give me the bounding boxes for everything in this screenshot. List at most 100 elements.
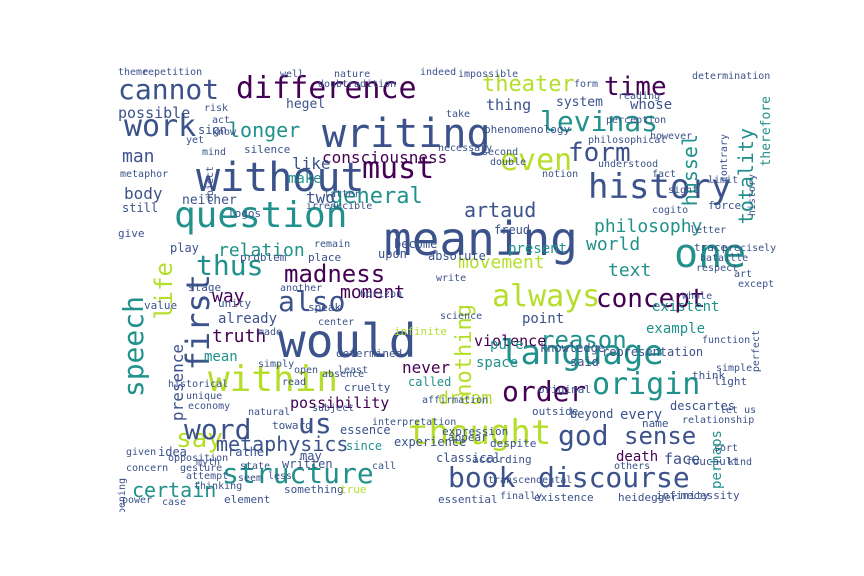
cloud-word: called	[408, 375, 452, 389]
cloud-word: precisely	[722, 243, 777, 254]
cloud-word: speak	[308, 301, 342, 314]
cloud-word: movement	[458, 252, 545, 273]
cloud-word: relation	[218, 240, 305, 261]
cloud-word: attempt	[186, 471, 229, 482]
cloud-word: transcendental	[488, 475, 573, 486]
cloud-word: sight	[668, 185, 699, 196]
cloud-word: let us	[720, 405, 757, 416]
cloud-word: simple	[716, 363, 753, 374]
cloud-word: possible	[118, 104, 191, 122]
cloud-word: freud	[494, 223, 531, 237]
cloud-word: already	[218, 311, 278, 327]
cloud-word: simply	[258, 359, 295, 370]
cloud-word: idea	[158, 445, 187, 459]
cloud-word: work	[124, 109, 197, 144]
cloud-word: experience	[394, 435, 467, 449]
cloud-word: cruelty	[344, 381, 391, 394]
cloud-word: even	[500, 143, 573, 178]
cloud-word: silence	[244, 143, 291, 156]
cloud-word: horizon	[360, 289, 403, 300]
cloud-word: book	[448, 461, 516, 494]
cloud-word: logos	[228, 207, 262, 220]
cloud-word: within	[208, 359, 339, 400]
cloud-word: another	[280, 283, 323, 294]
cloud-word: outside	[532, 405, 579, 418]
cloud-word: infinity	[656, 489, 709, 502]
cloud-word: example	[646, 321, 706, 337]
cloud-word: mean	[204, 349, 238, 365]
cloud-word: letter	[690, 225, 727, 236]
cloud-word: place	[308, 251, 342, 264]
cloud-word: dream	[438, 388, 493, 409]
cloud-word: thinking	[194, 481, 243, 492]
cloud-word: written	[282, 457, 333, 471]
cloud-word: respect	[696, 263, 739, 274]
cloud-word: original	[538, 383, 591, 396]
cloud-word: double	[490, 157, 527, 168]
cloud-word: like	[292, 154, 331, 173]
cloud-word: history	[588, 167, 732, 207]
cloud-word: since	[346, 439, 383, 453]
cloud-word: knowledge	[540, 341, 606, 355]
cloud-word: economy	[188, 401, 231, 412]
cloud-word: center	[318, 317, 355, 328]
cloud-word: concern	[126, 463, 169, 474]
cloud-word: phenomenology	[484, 123, 571, 136]
cloud-word: never	[402, 358, 451, 377]
cloud-word: power	[122, 495, 153, 506]
cloud-word: case	[162, 497, 187, 508]
cloud-word: trace	[694, 241, 728, 254]
cloud-word: yet	[186, 135, 205, 146]
cloud-word: moment	[340, 282, 406, 303]
cloud-word: descartes	[670, 399, 736, 413]
cloud-word: name	[642, 417, 669, 430]
cloud-word: something	[284, 483, 344, 496]
cloud-word: general	[330, 184, 423, 209]
cloud-word: said	[570, 355, 599, 369]
cloud-word: language	[500, 333, 664, 373]
cloud-word: less	[268, 471, 293, 482]
cloud-word: thus	[196, 249, 264, 282]
word-cloud-area: would meaning writing difference without ques…	[108, 66, 778, 512]
cloud-word: theater	[482, 72, 575, 97]
cloud-word: origin	[592, 367, 701, 402]
cloud-word: classical	[436, 451, 502, 465]
cloud-word: discourse	[538, 461, 690, 494]
cloud-word: point	[522, 311, 565, 327]
cloud-word: system	[556, 95, 603, 110]
cloud-word: space	[476, 355, 519, 371]
cloud-word: interpretation	[372, 417, 457, 428]
cloud-word: structure	[222, 457, 374, 490]
cloud-word: may	[300, 449, 322, 463]
cloud-word: say	[176, 424, 223, 454]
cloud-word: least	[338, 365, 369, 376]
cloud-word: risk	[204, 103, 229, 114]
cloud-word: nature	[334, 69, 371, 80]
cloud-word: impossible	[458, 69, 519, 80]
cloud-word: determined	[336, 347, 403, 360]
cloud-word: limit	[708, 175, 739, 186]
cloud-word: representation	[602, 345, 704, 359]
cloud-word: opposition	[168, 453, 229, 464]
cloud-word: necessary	[438, 143, 493, 154]
cloud-word: act	[212, 115, 231, 126]
cloud-word: unity	[218, 297, 252, 310]
cloud-word: every	[620, 407, 663, 423]
cloud-word: would	[278, 314, 417, 368]
cloud-word: certain	[132, 478, 217, 502]
cloud-word: opening	[117, 478, 128, 512]
cloud-word: thought	[408, 413, 552, 453]
cloud-word: one	[674, 231, 747, 277]
cloud-word: give	[118, 227, 145, 240]
cloud-word: form	[574, 79, 599, 90]
cloud-word: natural	[248, 407, 291, 418]
cloud-word: toward	[272, 419, 312, 432]
cloud-word: beyond	[570, 407, 614, 421]
cloud-word: whole	[682, 291, 713, 302]
cloud-word: longer	[228, 118, 301, 142]
cloud-word: time	[604, 72, 667, 102]
cloud-word: historical	[168, 379, 229, 390]
cloud-word: art	[734, 269, 753, 280]
cloud-word: given	[126, 447, 157, 458]
